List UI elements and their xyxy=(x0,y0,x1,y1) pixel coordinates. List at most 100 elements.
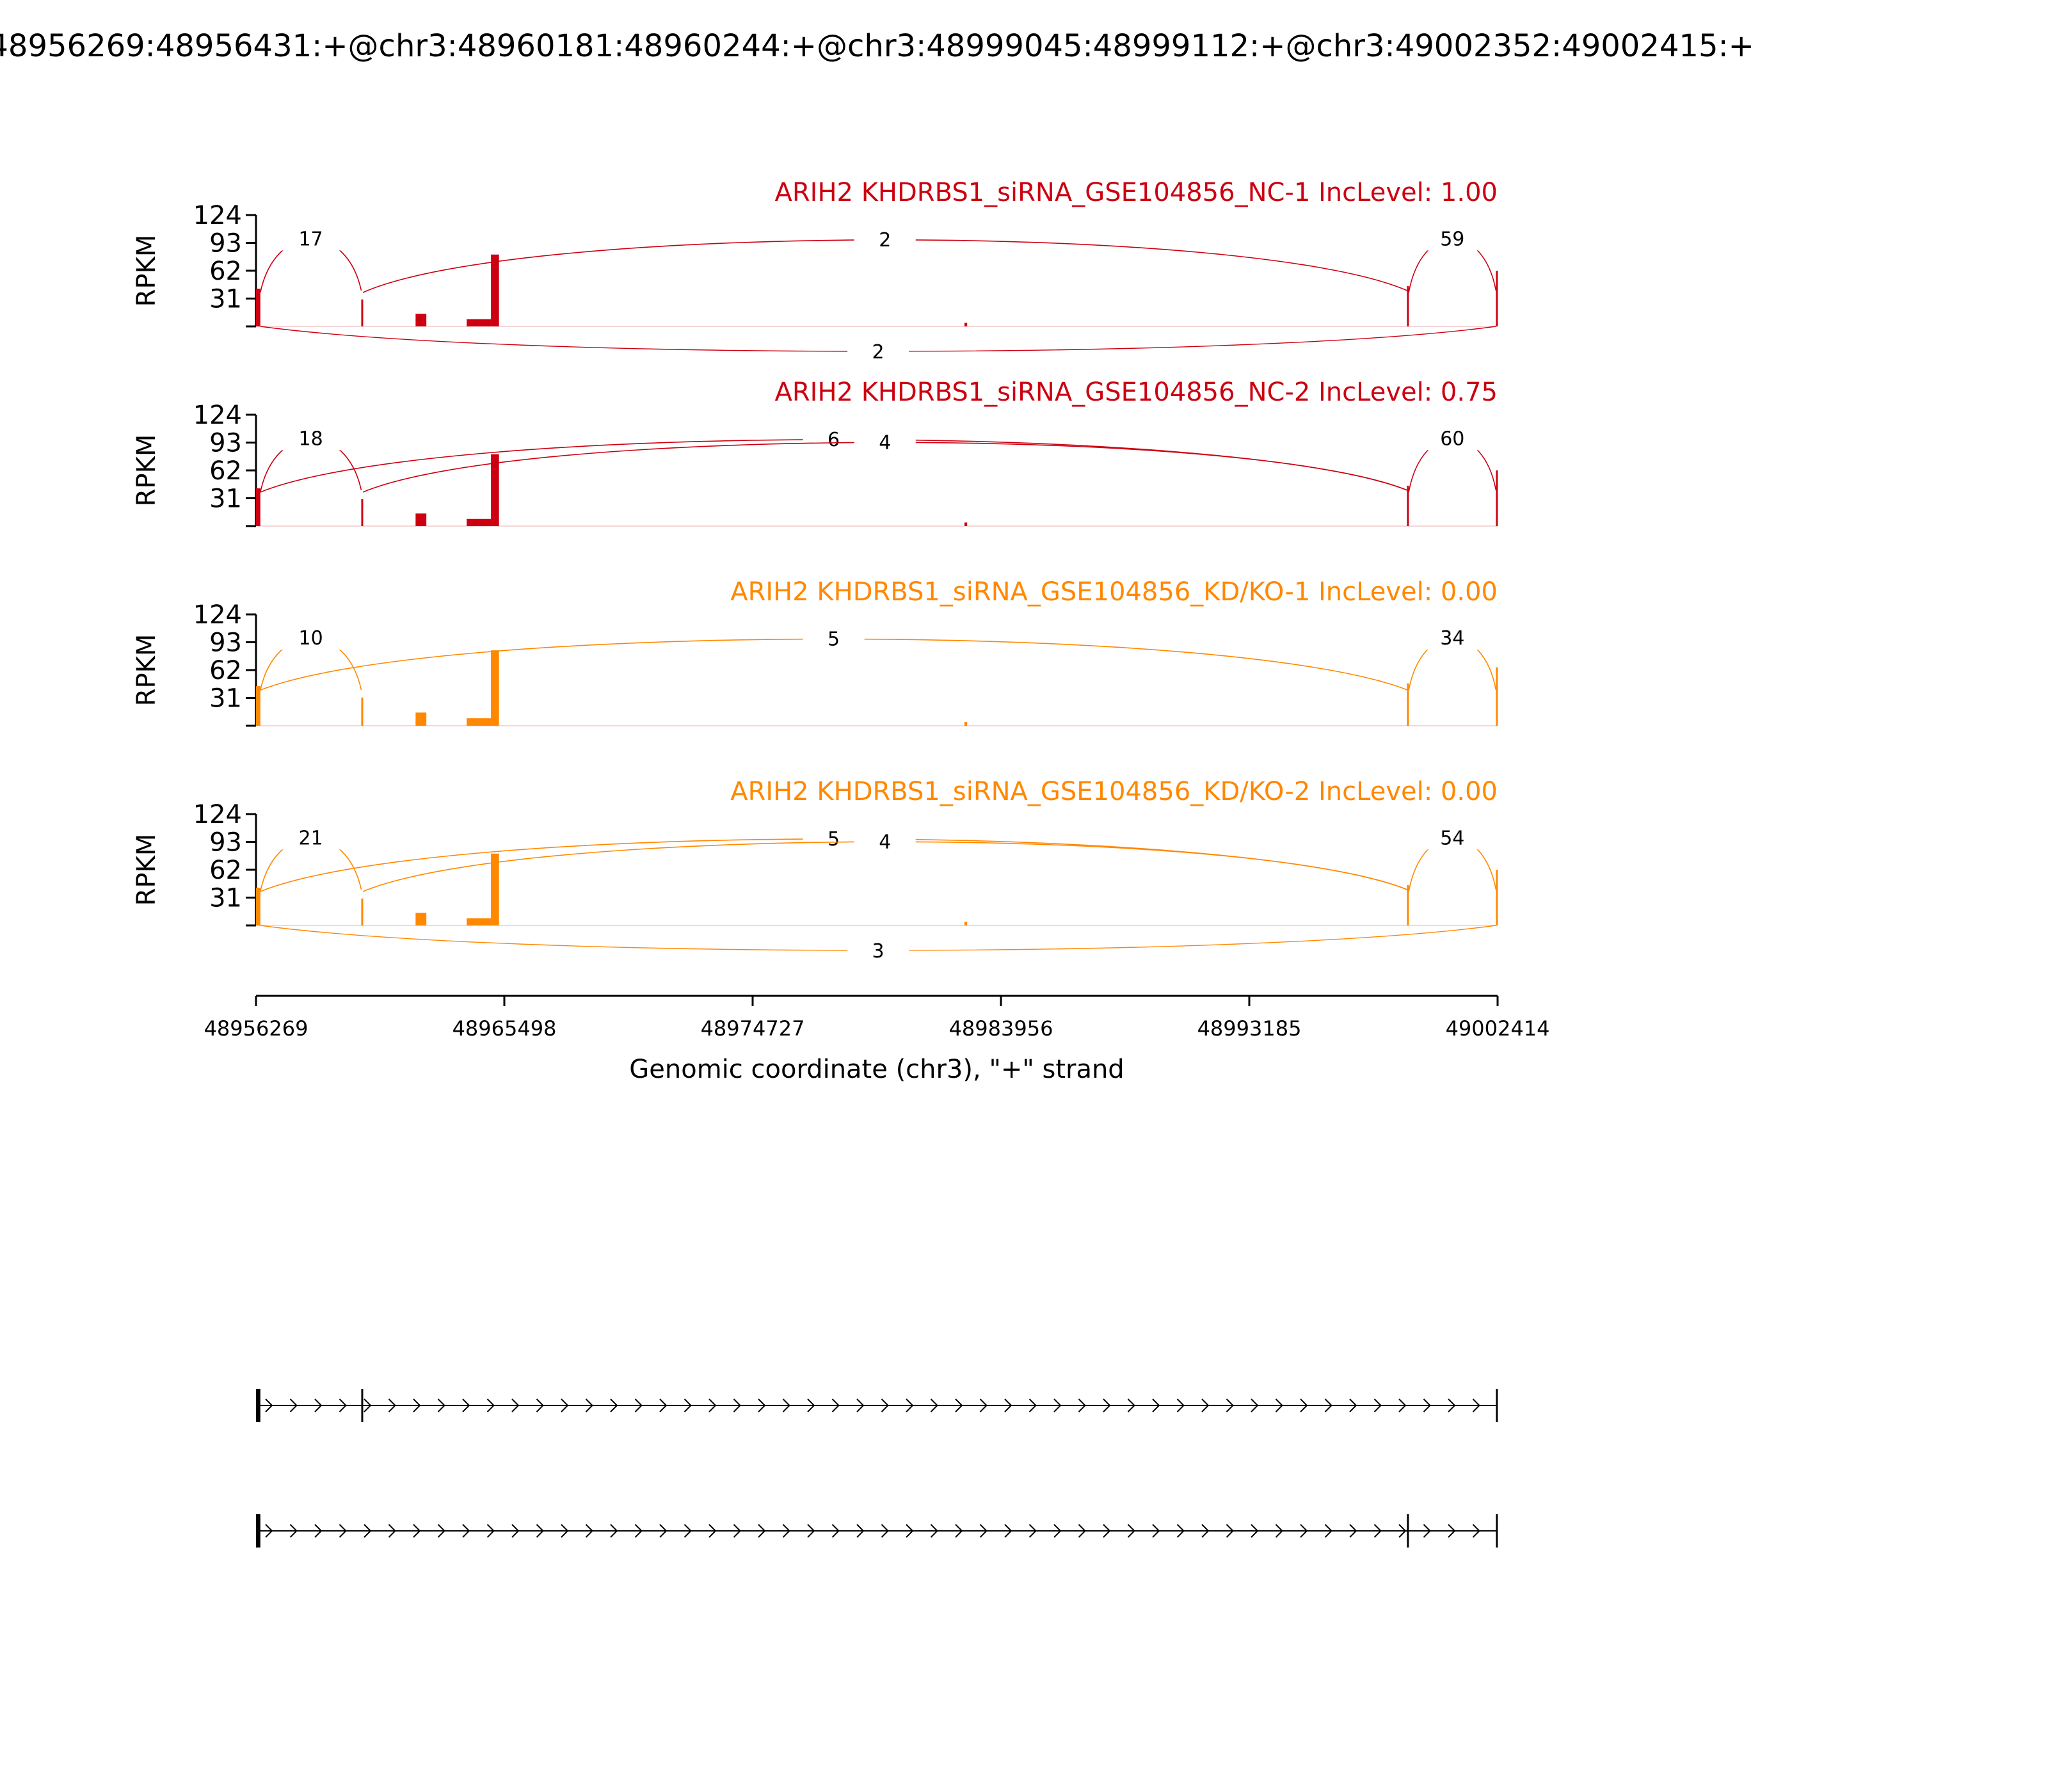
coverage-bar xyxy=(1496,470,1498,526)
strand-arrow xyxy=(708,1398,717,1412)
strand-arrow xyxy=(856,1524,865,1538)
strand-arrow xyxy=(1300,1398,1308,1412)
coverage-bar xyxy=(256,289,260,326)
junction-count: 34 xyxy=(1440,627,1464,650)
y-axis-label: RPKM xyxy=(132,435,161,507)
strand-arrow xyxy=(1127,1524,1135,1538)
coverage-bar xyxy=(491,853,499,925)
strand-arrow xyxy=(684,1524,692,1538)
strand-arrow xyxy=(1201,1398,1210,1412)
strand-arrow xyxy=(1004,1524,1012,1538)
x-tick-label: 49002414 xyxy=(1446,1016,1550,1041)
strand-arrow xyxy=(634,1398,643,1412)
coverage-bar xyxy=(1496,667,1498,726)
coverage-bar xyxy=(964,323,968,326)
x-tick-label: 48965498 xyxy=(452,1016,557,1041)
strand-arrow xyxy=(708,1524,717,1538)
strand-arrow xyxy=(536,1398,544,1412)
y-tick-label: 62 xyxy=(209,456,242,486)
coverage-bar xyxy=(361,898,364,925)
y-axis-label: RPKM xyxy=(132,634,161,707)
strand-arrow xyxy=(486,1524,495,1538)
junction-count: 59 xyxy=(1440,228,1464,250)
junction-label-bg xyxy=(847,938,909,963)
strand-arrow xyxy=(1423,1398,1431,1412)
strand-arrow xyxy=(1398,1524,1407,1538)
y-tick-label: 62 xyxy=(209,656,242,685)
strand-arrow xyxy=(1448,1398,1456,1412)
junction-count: 4 xyxy=(879,831,891,853)
strand-arrow xyxy=(782,1398,790,1412)
coverage-bar xyxy=(361,697,364,726)
strand-arrow xyxy=(1078,1524,1086,1538)
strand-arrow xyxy=(462,1524,470,1538)
junction-label-bg xyxy=(1421,225,1484,251)
strand-arrow xyxy=(511,1524,520,1538)
coverage-bar xyxy=(1407,285,1409,326)
isoform-exon xyxy=(361,1389,364,1422)
strand-arrow xyxy=(1152,1524,1160,1538)
coverage-bar xyxy=(1407,884,1409,925)
coverage-bar xyxy=(256,888,260,925)
strand-arrow xyxy=(979,1398,988,1412)
strand-arrow xyxy=(1176,1398,1185,1412)
coverage-bar xyxy=(491,254,499,326)
coverage-bar xyxy=(256,488,260,526)
strand-arrow xyxy=(437,1524,445,1538)
strand-arrow xyxy=(364,1524,372,1538)
strand-arrow xyxy=(979,1524,988,1538)
strand-arrow xyxy=(1004,1398,1012,1412)
y-tick-label: 31 xyxy=(209,884,242,913)
strand-arrow xyxy=(1028,1398,1037,1412)
junction-count: 60 xyxy=(1440,428,1464,450)
coverage-bar xyxy=(467,518,492,526)
y-axis-label: RPKM xyxy=(132,834,161,906)
y-tick-label: 31 xyxy=(209,285,242,314)
strand-arrow xyxy=(413,1398,421,1412)
strand-arrow xyxy=(388,1398,396,1412)
strand-arrow xyxy=(1398,1398,1407,1412)
isoform-exon xyxy=(1407,1514,1409,1548)
isoform-track xyxy=(256,1514,1498,1548)
junction-label-bg xyxy=(854,225,916,252)
strand-arrow xyxy=(807,1398,815,1412)
strand-arrow xyxy=(634,1524,643,1538)
strand-arrow xyxy=(1028,1524,1037,1538)
strand-arrow xyxy=(1053,1524,1062,1538)
strand-arrow xyxy=(585,1398,593,1412)
strand-arrow xyxy=(437,1398,445,1412)
strand-arrow xyxy=(1324,1398,1332,1412)
strand-arrow xyxy=(339,1524,347,1538)
strand-arrow xyxy=(314,1398,323,1412)
strand-arrow xyxy=(1275,1524,1283,1538)
strand-arrow xyxy=(413,1524,421,1538)
strand-arrow xyxy=(561,1524,569,1538)
x-tick-label: 48956269 xyxy=(204,1016,308,1041)
strand-arrow xyxy=(1103,1398,1111,1412)
strand-arrow xyxy=(511,1398,520,1412)
strand-arrow xyxy=(831,1524,840,1538)
y-tick-label: 124 xyxy=(193,401,242,430)
strand-arrow xyxy=(536,1524,544,1538)
y-tick-label: 93 xyxy=(209,229,242,259)
y-tick-label: 62 xyxy=(209,856,242,885)
strand-arrow xyxy=(1472,1398,1480,1412)
strand-arrow xyxy=(856,1398,865,1412)
strand-arrow xyxy=(1349,1524,1357,1538)
y-tick-label: 62 xyxy=(209,257,242,286)
strand-arrow xyxy=(906,1524,914,1538)
coverage-bar xyxy=(1407,683,1409,726)
strand-arrow xyxy=(831,1398,840,1412)
coverage-bar xyxy=(467,718,492,726)
y-tick-label: 124 xyxy=(193,800,242,829)
isoform-exon xyxy=(256,1514,260,1548)
coverage-bar xyxy=(1496,271,1498,326)
strand-arrow xyxy=(659,1524,668,1538)
sample-title: ARIH2 KHDRBS1_siRNA_GSE104856_NC-1 IncLe… xyxy=(775,178,1498,207)
sample-title: ARIH2 KHDRBS1_siRNA_GSE104856_KD/KO-2 In… xyxy=(730,777,1498,806)
sample-title: ARIH2 KHDRBS1_siRNA_GSE104856_KD/KO-1 In… xyxy=(730,577,1498,607)
strand-arrow xyxy=(462,1398,470,1412)
coverage-bar xyxy=(415,913,427,925)
